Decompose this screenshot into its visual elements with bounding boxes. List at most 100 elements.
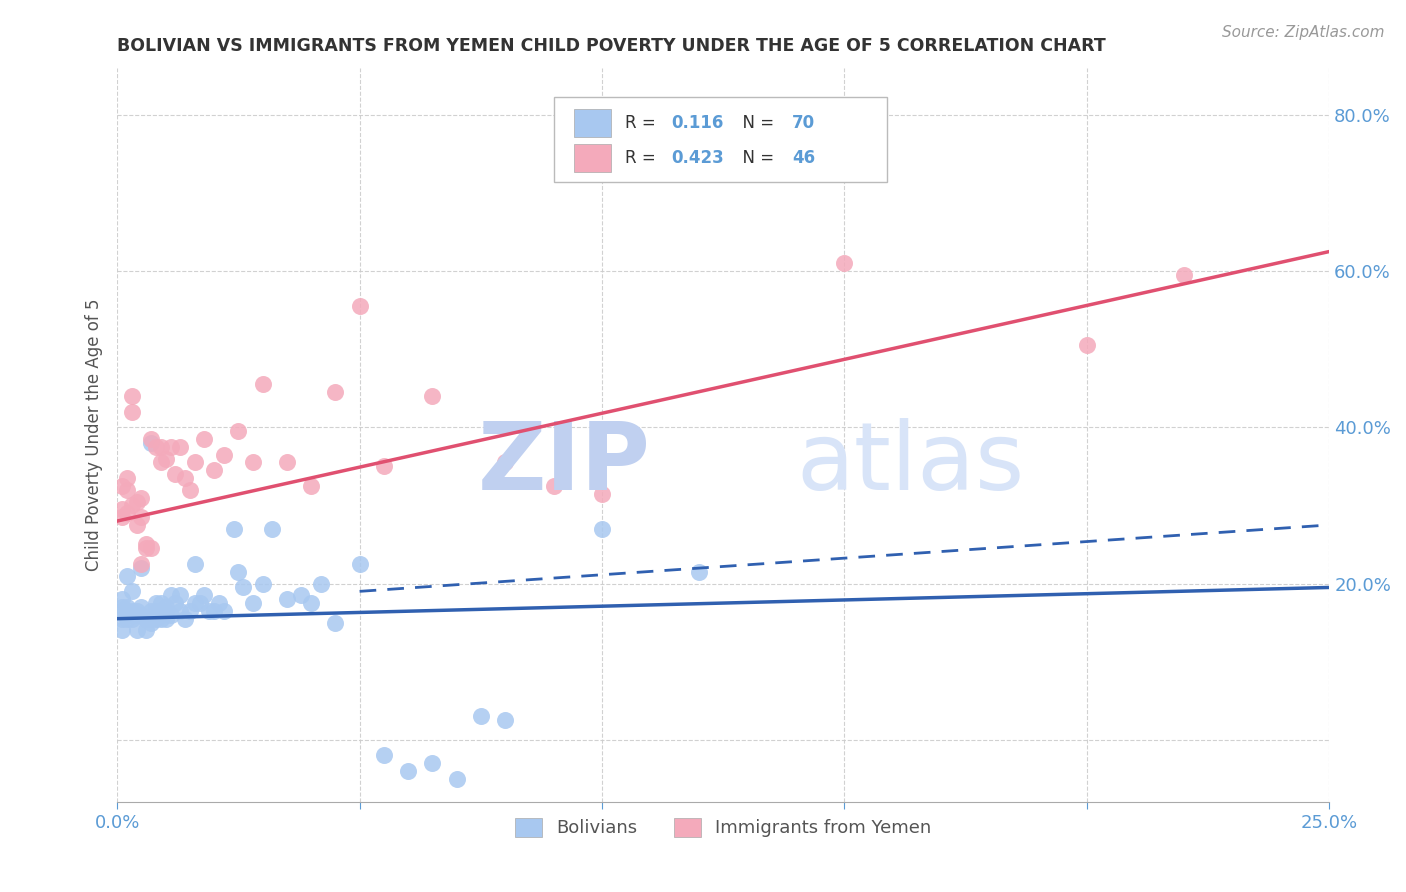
Point (135, 624, 157, 638)
Point (494, 713, 516, 727)
Point (222, 522, 245, 536)
Point (276, 592, 298, 607)
Point (155, 604, 177, 618)
Point (169, 588, 191, 602)
Point (115, 612, 138, 626)
Point (202, 604, 225, 618)
Point (446, 772, 468, 786)
Point (591, 486, 613, 500)
Point (155, 599, 177, 614)
Point (174, 612, 197, 626)
Point (325, 615, 347, 630)
Point (1076, 338, 1098, 352)
Point (135, 541, 157, 556)
Point (165, 467, 187, 482)
Point (232, 581, 254, 595)
Point (290, 588, 312, 602)
Point (188, 596, 211, 610)
Point (155, 612, 177, 626)
Point (159, 607, 181, 622)
Point (121, 389, 143, 403)
Text: 46: 46 (793, 149, 815, 168)
Point (193, 432, 215, 446)
Point (135, 537, 157, 551)
Point (121, 499, 143, 513)
Point (373, 748, 395, 763)
Point (184, 557, 207, 571)
Bar (574, 145, 610, 172)
Text: Source: ZipAtlas.com: Source: ZipAtlas.com (1222, 25, 1385, 40)
Point (276, 455, 298, 469)
Point (125, 607, 148, 622)
Point (125, 518, 148, 533)
Point (155, 451, 177, 466)
Point (111, 612, 134, 626)
Point (139, 541, 162, 556)
Text: N =: N = (731, 114, 779, 132)
Bar (574, 109, 610, 137)
Point (396, 764, 419, 778)
Point (299, 596, 322, 610)
Point (198, 604, 221, 618)
Point (145, 440, 167, 454)
Point (184, 596, 207, 610)
Point (115, 506, 138, 520)
Point (131, 607, 153, 622)
Point (135, 612, 157, 626)
Point (115, 604, 138, 618)
Point (125, 624, 148, 638)
Point (115, 568, 138, 582)
Point (252, 576, 274, 591)
Text: 0.116: 0.116 (671, 114, 724, 132)
Point (131, 599, 153, 614)
Point (228, 424, 250, 438)
Point (131, 510, 153, 524)
Text: 0.423: 0.423 (671, 149, 724, 168)
Point (834, 256, 856, 270)
Point (149, 612, 172, 626)
Point (262, 522, 284, 536)
Point (494, 455, 516, 469)
Point (121, 612, 143, 626)
Text: BOLIVIAN VS IMMIGRANTS FROM YEMEN CHILD POVERTY UNDER THE AGE OF 5 CORRELATION C: BOLIVIAN VS IMMIGRANTS FROM YEMEN CHILD … (117, 37, 1107, 55)
Point (159, 588, 181, 602)
Point (309, 576, 332, 591)
Point (169, 604, 191, 618)
Point (212, 604, 235, 618)
Text: N =: N = (731, 149, 779, 168)
Point (131, 557, 153, 571)
Point (174, 471, 197, 485)
Point (420, 389, 443, 403)
Point (115, 599, 138, 614)
Legend: Bolivians, Immigrants from Yemen: Bolivians, Immigrants from Yemen (508, 811, 939, 845)
Point (212, 448, 235, 462)
Point (184, 455, 207, 469)
Point (252, 377, 274, 392)
Point (228, 565, 250, 579)
Point (125, 604, 148, 618)
Point (470, 709, 492, 723)
Point (115, 483, 138, 497)
Point (349, 299, 371, 313)
Point (349, 557, 371, 571)
Point (1173, 268, 1195, 282)
Point (149, 440, 172, 454)
FancyBboxPatch shape (554, 97, 887, 182)
Point (193, 588, 215, 602)
Point (139, 612, 162, 626)
Point (149, 596, 172, 610)
Text: ZIP: ZIP (478, 418, 651, 510)
Point (121, 405, 143, 419)
Point (145, 604, 167, 618)
Point (131, 561, 153, 575)
Point (591, 522, 613, 536)
Point (139, 604, 162, 618)
Point (179, 604, 201, 618)
Point (111, 479, 134, 493)
Point (111, 604, 134, 618)
Point (202, 463, 225, 477)
Point (135, 612, 157, 626)
Point (149, 455, 172, 469)
Point (688, 565, 710, 579)
Point (145, 596, 167, 610)
